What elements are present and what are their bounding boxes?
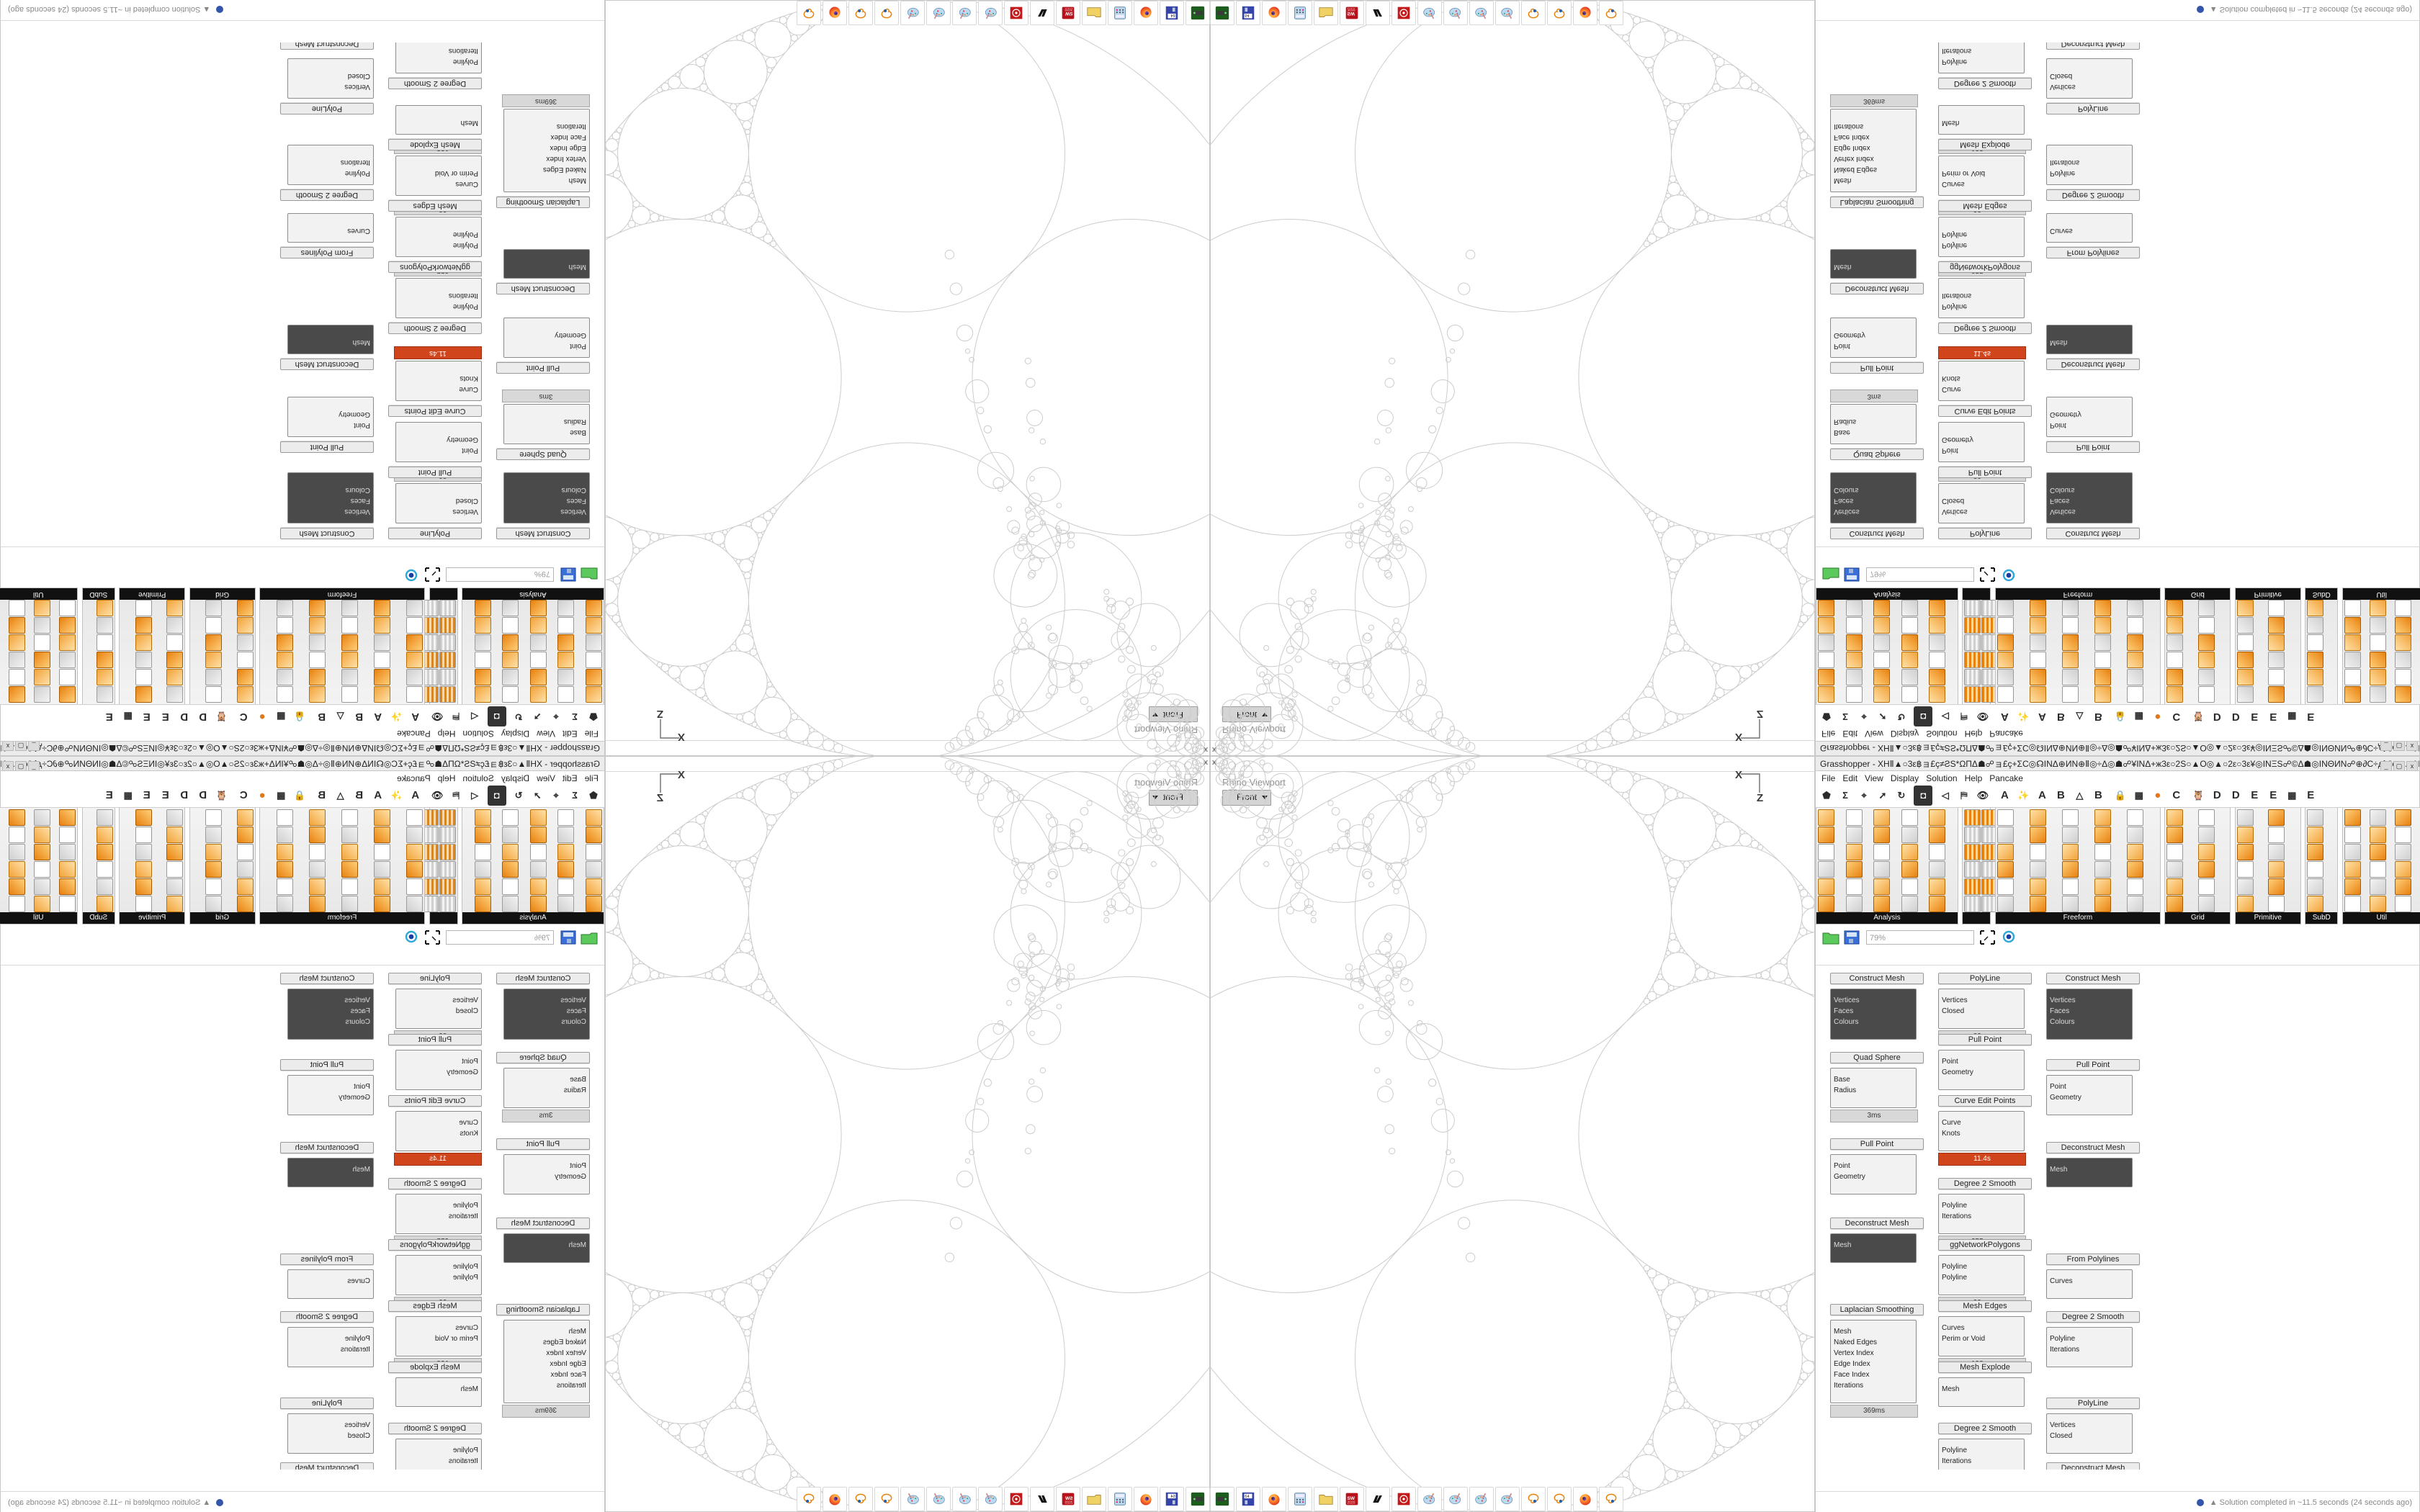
svg-text:2020: 2020 bbox=[1347, 1501, 1355, 1506]
svg-text:SW: SW bbox=[1065, 1496, 1072, 1501]
svg-text:64: 64 bbox=[1245, 13, 1249, 17]
svg-text:2020: 2020 bbox=[1065, 1501, 1072, 1506]
svg-text:SW: SW bbox=[1347, 11, 1355, 16]
svg-text:2020: 2020 bbox=[1347, 6, 1355, 11]
svg-text:64: 64 bbox=[1170, 1495, 1175, 1499]
svg-text:64: 64 bbox=[1170, 13, 1175, 17]
svg-text:SW: SW bbox=[1347, 1496, 1355, 1501]
svg-text:2020: 2020 bbox=[1065, 6, 1072, 11]
svg-text:64: 64 bbox=[1245, 1495, 1249, 1499]
svg-text:SW: SW bbox=[1065, 11, 1072, 16]
